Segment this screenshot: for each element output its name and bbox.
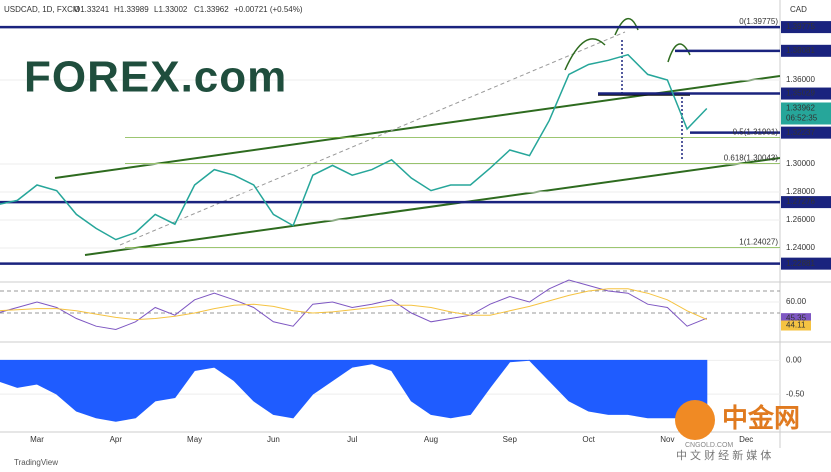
fib-label: 1(1.24027) xyxy=(739,238,778,247)
header-open: O1.33241 xyxy=(74,5,110,14)
y-tick-label: 1.28000 xyxy=(786,187,815,196)
x-tick-label: May xyxy=(187,435,202,444)
y-tick-label: 1.26000 xyxy=(786,215,815,224)
level-label: 1.32237 xyxy=(786,128,815,137)
last-price-box xyxy=(781,102,831,125)
fib-label: 0.618(1.30043) xyxy=(724,153,779,162)
level-label-box xyxy=(781,126,831,139)
header-change: +0.00721 (+0.54%) xyxy=(234,5,303,14)
footer: TradingView xyxy=(14,458,58,467)
y-tick-label: 60.00 xyxy=(786,297,807,306)
indicator-label: 44.11 xyxy=(786,321,806,330)
level-label-box xyxy=(781,196,831,209)
countdown: 06:52:35 xyxy=(786,114,818,123)
header-close: C1.33962 xyxy=(194,5,229,14)
plot-area xyxy=(0,18,780,422)
level-label: 1.22881 xyxy=(786,259,815,268)
y-tick-label: 1.30000 xyxy=(786,159,815,168)
header-low: L1.33002 xyxy=(154,5,188,14)
fib-trend-line xyxy=(119,31,626,246)
indicator-line xyxy=(0,279,707,331)
trend-line xyxy=(84,157,780,256)
y-tick-label: 0.00 xyxy=(786,355,802,364)
level-label-box xyxy=(781,44,831,57)
indicator-label-box xyxy=(781,313,811,324)
watermark-icon xyxy=(675,400,715,440)
x-tick-label: Sep xyxy=(503,435,518,444)
shoulder-arc xyxy=(564,38,606,71)
level-label-box xyxy=(781,257,831,270)
x-tick-label: Aug xyxy=(424,435,438,444)
level-label: 1.35029 xyxy=(786,89,815,98)
logo: FOREX.com xyxy=(24,53,287,102)
indicator-line xyxy=(0,288,708,321)
indicator-label: 45.35 xyxy=(786,313,807,322)
header-high: H1.33989 xyxy=(114,5,149,14)
x-tick-label: Jul xyxy=(347,435,357,444)
watermark-name: 中金网 xyxy=(722,403,800,433)
level-label-box xyxy=(781,87,831,100)
price-line xyxy=(0,53,708,241)
x-tick-label: Dec xyxy=(739,435,753,444)
y-tick-label: 1.36000 xyxy=(786,75,815,84)
x-tick-label: Oct xyxy=(582,435,595,444)
last-price-label: 1.33962 xyxy=(786,104,815,113)
level-label: 1.27276 xyxy=(786,197,815,206)
y-tick-label: -0.50 xyxy=(786,389,805,398)
watermark-tagline: 中 文 财 经 新 媒 体 xyxy=(676,448,771,462)
level-label-box xyxy=(781,21,831,34)
fib-label: 0.5(1.31901) xyxy=(733,127,779,136)
y-tick-label: 1.24000 xyxy=(786,243,815,252)
x-tick-label: Mar xyxy=(30,435,44,444)
currency: CAD xyxy=(790,5,807,14)
area xyxy=(0,359,708,422)
x-tick-label: Apr xyxy=(110,435,123,444)
x-tick-label: Jun xyxy=(267,435,280,444)
fib-label: 0(1.39775) xyxy=(739,17,778,26)
watermark-site: CNGOLD.COM xyxy=(685,442,733,449)
level-label: 1.39775 xyxy=(786,22,815,31)
x-tick-label: Nov xyxy=(660,435,674,444)
indicator-label-box xyxy=(781,320,811,331)
level-label: 1.38081 xyxy=(786,46,815,55)
header-symbol: USDCAD, 1D, FXCM xyxy=(4,5,80,14)
